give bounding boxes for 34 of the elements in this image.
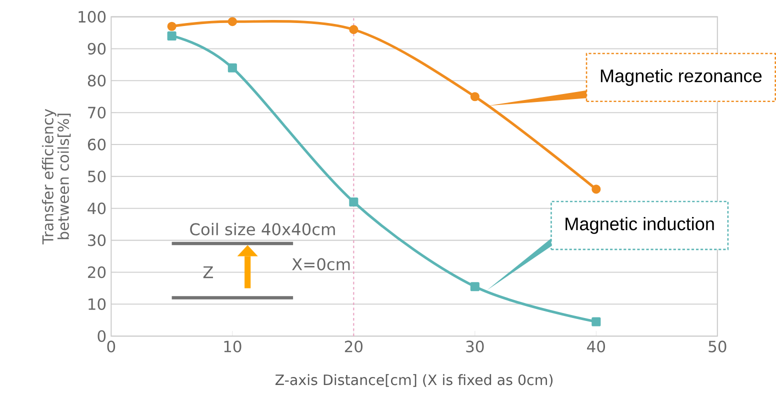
x-tick-label: 40 — [587, 340, 606, 352]
y-tick-label: 50 — [88, 170, 106, 182]
y-tick-label: 80 — [88, 74, 106, 87]
x-tick-label: 0 — [107, 340, 116, 352]
y-tick-label: 90 — [88, 42, 106, 55]
x-tick-label: 20 — [344, 340, 363, 352]
point — [349, 198, 358, 207]
point — [470, 92, 480, 102]
point — [592, 184, 601, 194]
point — [167, 22, 176, 31]
point — [228, 63, 237, 73]
y-tick-label: 0 — [98, 330, 106, 342]
y-tick-label: 60 — [88, 138, 106, 150]
text: Magnetic induction — [566, 217, 714, 234]
y-axis-title: Transfer efficiency between coils[%] — [42, 109, 71, 245]
y-tick-label: 30 — [88, 234, 106, 246]
point — [228, 17, 237, 26]
y-tick-label: 20 — [88, 266, 106, 278]
annotation: Z — [203, 266, 213, 278]
text: Magnetic rezonance — [600, 69, 762, 86]
point — [470, 282, 480, 292]
point — [167, 32, 176, 41]
y-tick-label: 100 — [78, 11, 106, 23]
x-axis-title: Z-axis Distance[cm] (X is fixed as 0cm) — [275, 374, 553, 387]
annotation: Coil size 40x40cm — [190, 222, 335, 236]
x-tick-label: 10 — [224, 340, 242, 352]
y-tick-label: 40 — [88, 202, 106, 214]
point — [349, 25, 358, 34]
x-tick-label: 30 — [466, 340, 484, 352]
point — [592, 317, 601, 326]
x-tick-label: 50 — [708, 340, 726, 352]
y-tick-label: 70 — [88, 106, 106, 119]
y-tick-label: 10 — [88, 298, 106, 310]
annotation: X=0cm — [292, 258, 350, 270]
